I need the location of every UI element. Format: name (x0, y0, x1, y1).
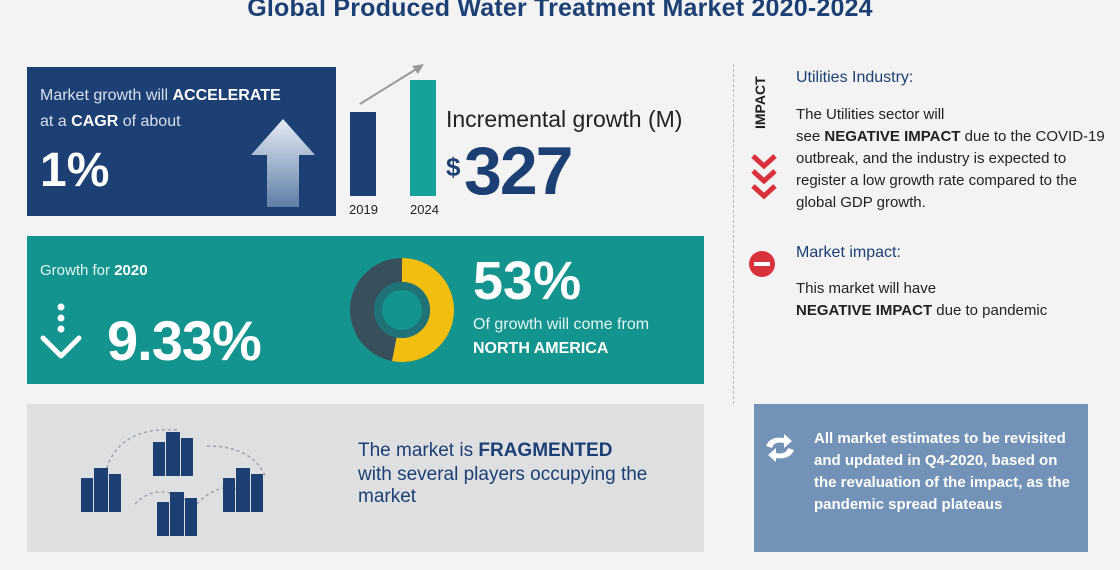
growth-arrow-line (359, 67, 419, 105)
fragmented-prefix: The market is (358, 440, 474, 461)
column-divider (733, 64, 734, 404)
market-impact-line-2-suffix: due to pandemic (936, 302, 1048, 319)
chevrons-down-icon (751, 154, 777, 200)
bar-2024 (410, 80, 436, 196)
utilities-negative-impact: NEGATIVE IMPACT (824, 128, 961, 145)
cagr-line-2: at a CAGR of about (40, 113, 181, 131)
growth-value: 9.33% (107, 309, 262, 372)
refresh-arrows-icon (766, 434, 794, 462)
fragmented-keyword: FRAGMENTED (478, 440, 613, 461)
market-impact-title: Market impact: (796, 244, 901, 261)
down-arrow-icon (40, 303, 82, 359)
cagr-label: CAGR (71, 113, 119, 130)
incremental-label: Incremental growth (M) (446, 106, 683, 132)
growth-arrow-head-icon (412, 64, 424, 74)
cagr-line-2-prefix: at a (40, 113, 67, 130)
bar-2019 (350, 112, 376, 196)
up-arrow-icon (251, 119, 315, 207)
cagr-panel: Market growth will ACCELERATE at a CAGR … (27, 67, 336, 216)
year-2024-label: 2024 (410, 202, 439, 217)
cagr-line-1-prefix: Market growth will (40, 87, 169, 104)
fragmented-panel: The market is FRAGMENTED with several pl… (27, 404, 704, 552)
region-name: NORTH AMERICA (473, 340, 609, 357)
cagr-line-2-suffix: of about (122, 113, 181, 130)
minus-circle-icon (749, 251, 775, 277)
cagr-value: 1% (40, 144, 110, 197)
utilities-line-2-prefix: see (796, 128, 821, 145)
impact-vertical-label: IMPACT (752, 76, 768, 130)
growth-label-prefix: Growth for (40, 262, 111, 279)
utilities-title: Utilities Industry: (796, 69, 914, 86)
year-2019-label: 2019 (349, 202, 378, 217)
growth-panel: Growth for 2020 9.33% 53% Of growth will… (27, 236, 704, 384)
incremental-value: 327 (464, 133, 573, 209)
revision-note-text: All market estimates to be revisited and… (814, 430, 1070, 513)
region-share-percent: 53% (473, 251, 582, 311)
utilities-text: The Utilities sector will see NEGATIVE I… (796, 104, 1114, 214)
market-impact-text: This market will have NEGATIVE IMPACT du… (796, 278, 1096, 322)
fragmented-line-1: The market is FRAGMENTED (358, 440, 612, 462)
region-share-subtitle: Of growth will come from (473, 316, 650, 333)
incremental-bars (350, 64, 436, 196)
market-negative-impact: NEGATIVE IMPACT (796, 302, 933, 319)
growth-label: Growth for 2020 (40, 262, 148, 279)
region-share-donut (350, 258, 454, 362)
page-title: Global Produced Water Treatment Market 2… (247, 0, 873, 22)
city-buildings-icon (81, 428, 266, 536)
cagr-line-1: Market growth will ACCELERATE (40, 87, 281, 105)
cagr-accelerate: ACCELERATE (172, 87, 281, 104)
currency-symbol: $ (446, 152, 461, 182)
revision-note-panel: All market estimates to be revisited and… (754, 404, 1088, 552)
fragmented-line-2: with several players occupying the marke… (358, 464, 648, 507)
utilities-line-2-suffix: due to the COVID-19 outbreak, and the in… (796, 128, 1105, 211)
growth-year: 2020 (114, 262, 148, 279)
utilities-line-1: The Utilities sector will (796, 106, 945, 123)
market-impact-line-1: This market will have (796, 280, 937, 297)
